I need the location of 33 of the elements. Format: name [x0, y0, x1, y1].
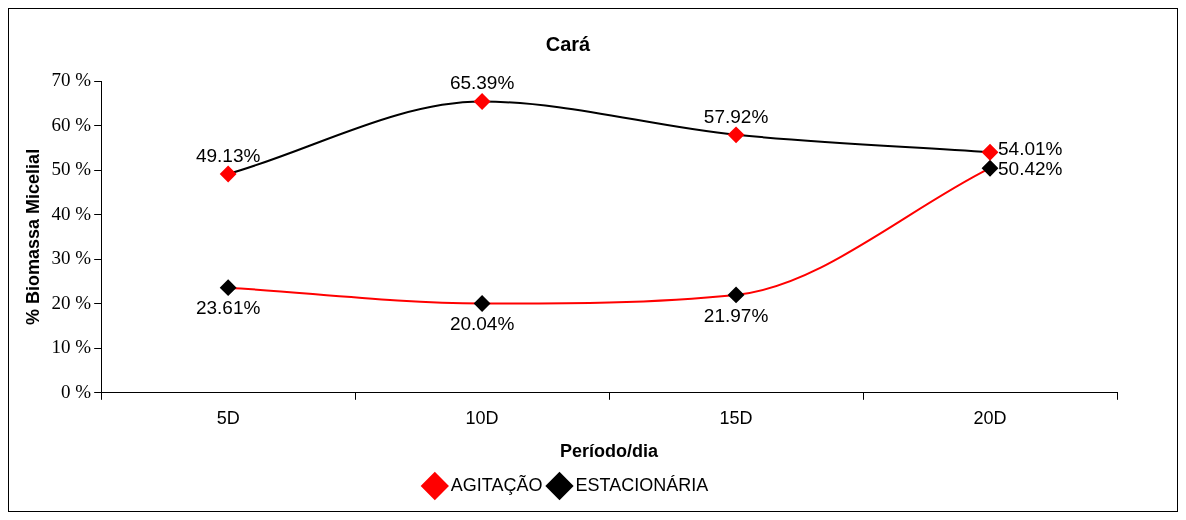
point [728, 126, 745, 143]
y-tick-label: 10 % [51, 336, 92, 358]
data-label: 57.92% [703, 105, 769, 127]
data-label: 49.13% [195, 144, 261, 166]
x-tick-label: 15D [719, 407, 753, 428]
data-label: 50.42% [998, 158, 1063, 180]
chart-title: Cará [545, 32, 592, 55]
y-tick-label: 50 % [51, 158, 92, 180]
x-tick-label: 5D [216, 407, 240, 428]
point [220, 279, 237, 296]
point [728, 286, 745, 303]
y-tick-label: 0 % [61, 380, 92, 402]
legend-label: ESTACIONÁRIA [575, 474, 709, 495]
y-tick-label: 60 % [51, 113, 92, 135]
data-label: 54.01% [998, 138, 1063, 160]
data-label: 65.39% [449, 72, 515, 94]
legend-label: AGITAÇÃO [450, 473, 543, 495]
y-tick-label: 20 % [51, 291, 92, 313]
y-tick-label: 40 % [51, 202, 92, 224]
y-tick-label: 70 % [51, 68, 92, 90]
data-label: 21.97% [703, 304, 769, 326]
x-tick-label: 10D [465, 407, 499, 428]
data-label: 23.61% [195, 297, 261, 319]
point [474, 295, 491, 312]
point [982, 160, 999, 177]
point [982, 144, 999, 161]
point [220, 165, 237, 182]
x-axis-title: Período/dia [560, 441, 660, 462]
data-label: 20.04% [449, 313, 515, 335]
point [474, 93, 491, 110]
y-axis-title: % Biomassa Micelial [22, 148, 43, 325]
y-tick-label: 30 % [51, 247, 92, 269]
x-tick-label: 20D [973, 407, 1007, 428]
